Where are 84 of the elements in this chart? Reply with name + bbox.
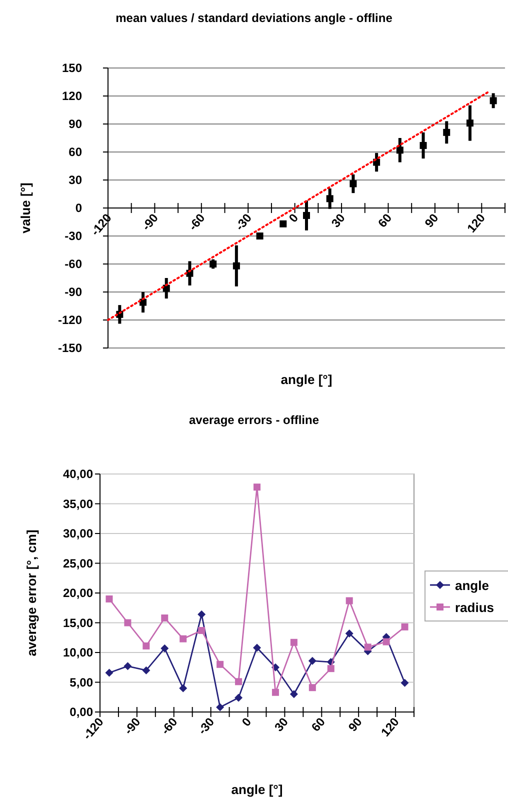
y-tick-label: 5,00: [70, 675, 94, 690]
point: [490, 97, 497, 104]
x-tick-label: 60: [375, 210, 395, 230]
point: [254, 484, 260, 491]
x-tick-label: -90: [121, 714, 144, 738]
y-tick-label: 0: [75, 201, 82, 215]
point: [142, 666, 150, 674]
y-tick-label: 10,00: [62, 646, 94, 660]
point: [272, 688, 279, 696]
x-tick-label: 0: [286, 210, 302, 226]
point: [303, 212, 310, 219]
y-tick-label: -120: [58, 313, 82, 327]
x-tick-label: 120: [378, 714, 402, 740]
x-tick-label: 30: [272, 714, 292, 734]
point: [327, 665, 334, 672]
point: [198, 610, 206, 618]
y-tick-label: -90: [64, 285, 82, 299]
x-tick-label: -60: [158, 714, 180, 738]
point: [420, 142, 427, 149]
legend-label: angle: [455, 578, 489, 593]
x-tick-label: -30: [232, 210, 255, 234]
x-axis-title: angle [°]: [280, 372, 332, 387]
x-tick-label: 60: [308, 714, 328, 734]
point: [232, 262, 240, 270]
legend-label: radius: [455, 600, 494, 615]
y-tick-label: 15,00: [62, 616, 94, 630]
y-tick-label: 60: [68, 145, 82, 159]
x-tick-label: -60: [186, 210, 208, 234]
chart-title: mean values / standard deviations angle - offline: [116, 11, 393, 25]
point: [280, 220, 287, 228]
x-tick-label: -30: [195, 714, 218, 738]
point: [161, 614, 168, 622]
y-tick-label: 120: [62, 89, 82, 103]
point: [290, 690, 298, 698]
y-tick-label: 25,00: [62, 556, 94, 570]
point: [105, 668, 114, 677]
point: [198, 626, 206, 634]
point: [326, 195, 334, 202]
y-tick-label: -60: [64, 257, 82, 271]
point: [216, 703, 224, 712]
point: [308, 656, 316, 665]
point: [364, 644, 372, 651]
point: [345, 629, 354, 638]
point: [124, 662, 132, 670]
y-axis-title: average error [°, cm]: [24, 530, 39, 656]
y-axis-title: value [°]: [18, 182, 33, 234]
x-axis-title: angle [°]: [231, 782, 283, 797]
x-tick-label: 0: [239, 714, 254, 730]
y-tick-label: 30,00: [62, 526, 94, 540]
y-tick-label: 0,00: [70, 705, 94, 719]
point: [234, 694, 243, 702]
y-tick-label: -150: [58, 341, 82, 355]
point: [106, 595, 113, 602]
point: [253, 644, 261, 652]
point: [142, 642, 150, 650]
point: [401, 623, 408, 630]
point: [256, 232, 264, 240]
y-tick-label: 40,00: [62, 467, 94, 481]
point: [216, 660, 224, 668]
chart-title: average errors - offline: [188, 413, 320, 427]
point: [124, 619, 132, 626]
point: [382, 638, 390, 646]
point: [179, 684, 188, 692]
point: [180, 635, 187, 642]
point: [235, 678, 242, 686]
point: [466, 120, 474, 127]
x-tick-label: 90: [346, 714, 366, 734]
y-tick-label: 20,00: [62, 586, 94, 600]
y-tick-label: 150: [62, 61, 82, 75]
point: [443, 128, 450, 136]
y-tick-label: 35,00: [62, 496, 94, 511]
x-tick-label: 120: [464, 210, 488, 236]
point: [160, 644, 169, 652]
x-tick-label: -90: [139, 210, 162, 234]
point: [396, 146, 404, 154]
point: [346, 597, 353, 604]
y-tick-label: 30: [68, 173, 82, 187]
y-tick-label: 90: [68, 117, 82, 131]
x-tick-label: 30: [328, 210, 348, 230]
x-tick-label: 90: [422, 210, 442, 230]
point: [350, 180, 357, 188]
point: [290, 638, 298, 646]
point: [308, 684, 316, 692]
point: [400, 678, 409, 687]
